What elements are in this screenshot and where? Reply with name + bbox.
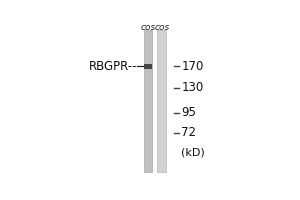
Text: 95: 95 [181, 106, 196, 119]
Text: (kD): (kD) [181, 148, 205, 158]
Text: RBGPR--: RBGPR-- [89, 60, 137, 73]
Bar [158, 30, 166, 172]
Text: 170: 170 [181, 60, 204, 73]
Text: 130: 130 [181, 81, 203, 94]
Bar [143, 64, 152, 69]
Bar [143, 30, 152, 172]
Text: cos: cos [154, 23, 170, 32]
Text: cos: cos [140, 23, 156, 32]
Text: 72: 72 [181, 126, 196, 139]
